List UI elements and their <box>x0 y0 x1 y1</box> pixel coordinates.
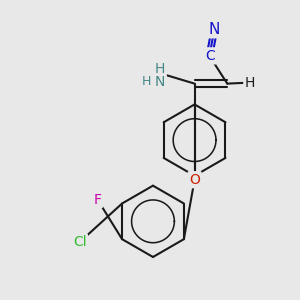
Text: Cl: Cl <box>73 235 86 249</box>
Text: N: N <box>155 75 165 88</box>
Text: C: C <box>206 49 215 63</box>
Text: H: H <box>155 62 165 76</box>
Text: O: O <box>189 173 200 187</box>
Text: F: F <box>94 193 101 206</box>
Text: H: H <box>245 76 255 90</box>
Text: H: H <box>141 75 151 88</box>
Text: N: N <box>209 22 220 37</box>
